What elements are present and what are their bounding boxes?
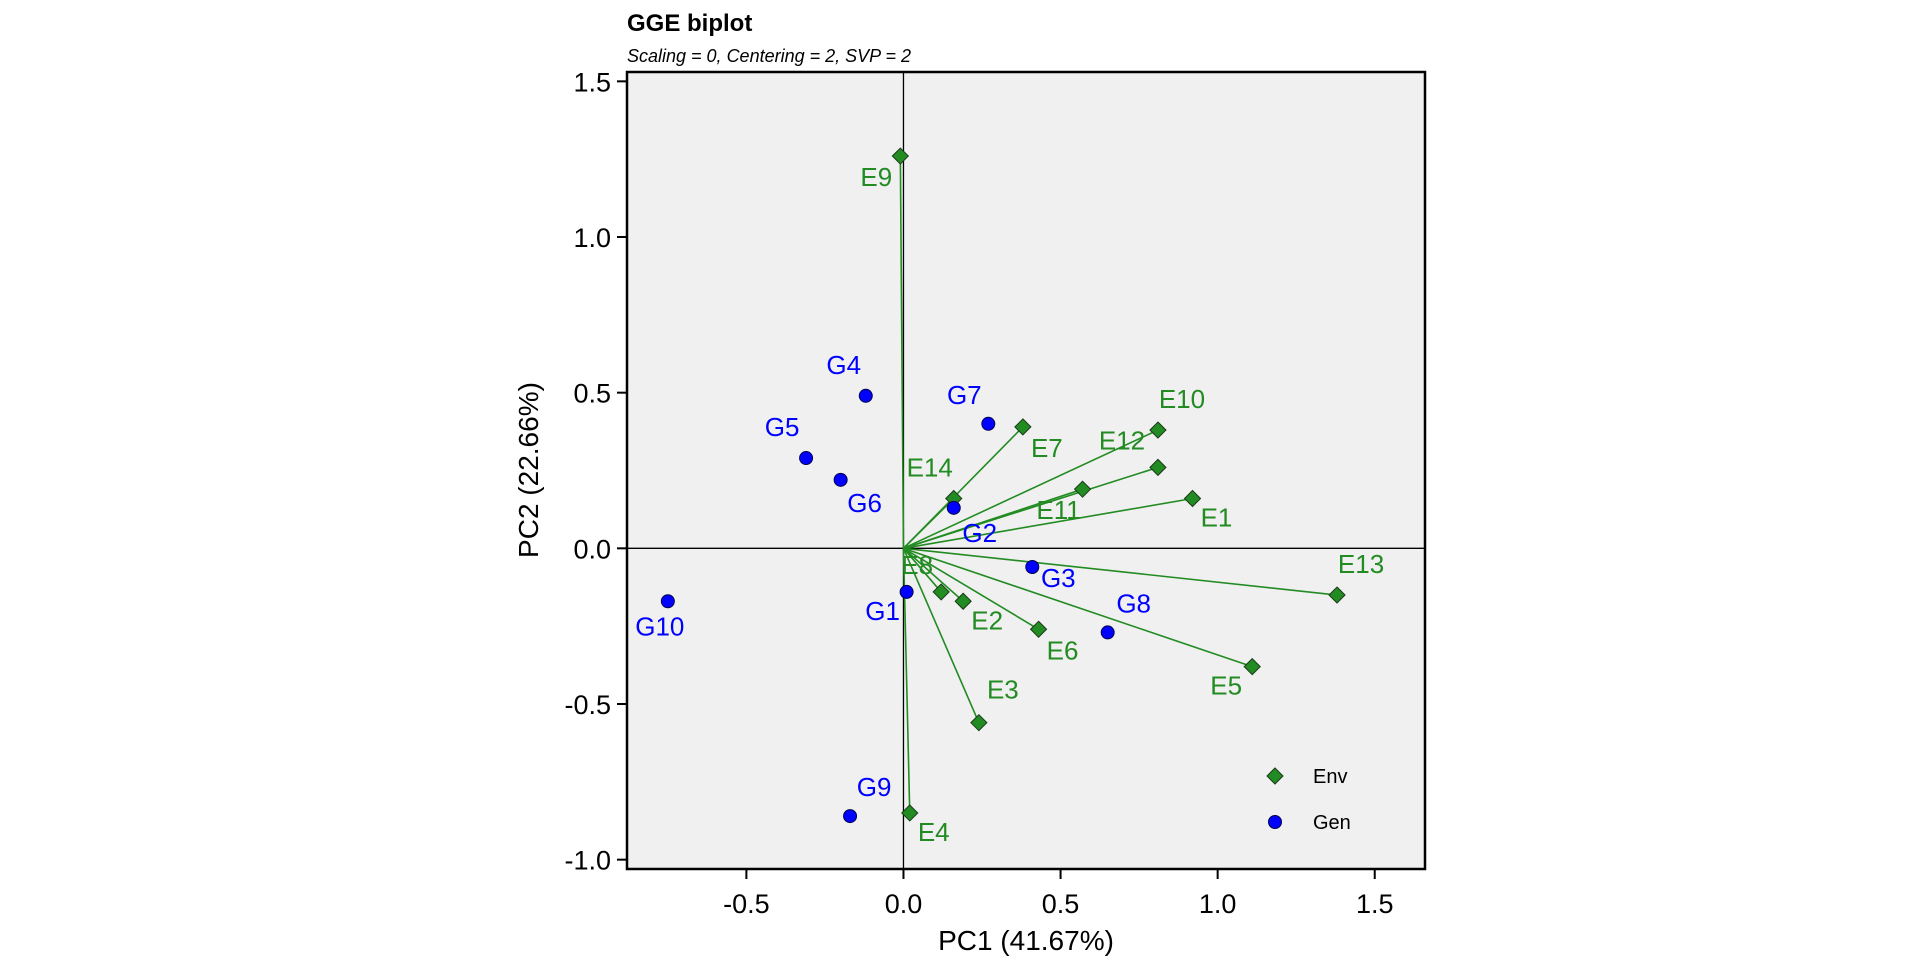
env-marker-e1 xyxy=(1183,489,1202,508)
gen-marker-g1 xyxy=(899,584,914,599)
x-tick-label: -0.5 xyxy=(723,889,770,919)
env-vector-e1 xyxy=(903,497,1193,550)
env-marker-e2 xyxy=(954,592,972,610)
env-label-e10: E10 xyxy=(1159,384,1205,414)
y-axis-label: PC2 (22.66%) xyxy=(513,382,544,558)
env-vector-e10 xyxy=(903,429,1159,550)
env-label-e3: E3 xyxy=(987,675,1019,705)
y-tick-label: 1.0 xyxy=(573,223,611,253)
y-tick-label: -0.5 xyxy=(564,690,611,720)
legend: Env Gen xyxy=(1266,766,1351,834)
env-marker-e8 xyxy=(932,583,950,601)
env-vector-e14 xyxy=(902,497,955,549)
gen-marker-g3 xyxy=(1025,560,1040,575)
env-vector-e3 xyxy=(902,548,980,723)
env-marker-e7 xyxy=(1014,418,1032,436)
env-marker-e5 xyxy=(1243,657,1261,676)
env-marker-e12 xyxy=(1149,458,1167,477)
gen-label-g6: G6 xyxy=(847,488,882,518)
env-label-e4: E4 xyxy=(918,817,950,847)
env-label-e7: E7 xyxy=(1031,433,1063,463)
env-label-e8: E8 xyxy=(901,550,933,580)
env-label-e5: E5 xyxy=(1210,671,1242,701)
gen-label-g7: G7 xyxy=(947,380,982,410)
env-vector-e6 xyxy=(903,547,1039,630)
plot-area xyxy=(627,72,1425,869)
gen-marker-g7 xyxy=(981,416,996,431)
gen-marker-g10 xyxy=(660,594,675,609)
env-marker-e4 xyxy=(901,804,919,822)
env-label-e9: E9 xyxy=(860,162,892,192)
env-label-e14: E14 xyxy=(907,453,953,483)
env-marker-e11 xyxy=(1073,480,1092,498)
env-marker-e9 xyxy=(891,147,910,165)
chart-subtitle: Scaling = 0, Centering = 2, SVP = 2 xyxy=(627,46,911,66)
gen-marker-g9 xyxy=(843,809,858,824)
env-marker-e13 xyxy=(1328,586,1346,604)
env-label-e6: E6 xyxy=(1047,635,1079,665)
plot-frame xyxy=(625,70,1427,871)
env-vector-e5 xyxy=(903,547,1253,668)
y-tick-label: 1.5 xyxy=(573,67,611,97)
gen-marker-g4 xyxy=(858,388,873,403)
env-label-e13: E13 xyxy=(1338,549,1384,579)
gen-label-g4: G4 xyxy=(826,350,861,380)
gen-label-g2: G2 xyxy=(962,518,997,548)
x-axis-ticks: -0.5 0.0 0.5 1.0 1.5 xyxy=(723,869,1394,919)
gen-label-g10: G10 xyxy=(635,611,684,641)
x-tick-label: 0.0 xyxy=(885,889,923,919)
y-axis-ticks: -1.0 -0.5 0.0 0.5 1.0 1.5 xyxy=(564,67,627,876)
gen-label-g5: G5 xyxy=(765,412,800,442)
gen-label-g9: G9 xyxy=(857,772,892,802)
env-label-e1: E1 xyxy=(1201,503,1233,533)
x-axis-label: PC1 (41.67%) xyxy=(938,925,1114,956)
x-tick-label: 1.5 xyxy=(1356,889,1394,919)
x-tick-label: 0.5 xyxy=(1042,889,1080,919)
legend-label-gen: Gen xyxy=(1313,812,1351,834)
env-vector-e12 xyxy=(903,466,1159,550)
env-label-e11: E11 xyxy=(1036,495,1080,525)
env-marker-e3 xyxy=(970,713,988,732)
y-tick-label: 0.5 xyxy=(573,379,611,409)
x-tick-label: 1.0 xyxy=(1199,889,1237,919)
y-tick-label: 0.0 xyxy=(573,534,611,564)
point-labels: E1 E2 E3 E4 E5 E6 E7 E8 E9 E10 E11 E12 E13 E14 G1 G2 G3 G… xyxy=(635,162,1384,847)
env-label-e2: E2 xyxy=(971,605,1003,635)
env-vector-e8 xyxy=(902,547,942,593)
chart-title: GGE biplot xyxy=(627,10,752,37)
env-vector-e2 xyxy=(902,547,964,602)
env-vector-e13 xyxy=(903,547,1338,596)
legend-marker-env xyxy=(1266,767,1284,785)
legend-label-env: Env xyxy=(1313,766,1347,788)
env-marker-e6 xyxy=(1029,620,1048,638)
env-label-e12: E12 xyxy=(1099,425,1145,455)
gen-marker-g8 xyxy=(1100,625,1115,640)
gen-marker-g2 xyxy=(946,500,961,515)
y-tick-label: -1.0 xyxy=(564,846,611,876)
env-vector-e9 xyxy=(899,156,905,549)
gen-marker-g6 xyxy=(833,472,848,487)
gen-marker-g5 xyxy=(799,451,814,466)
data-points xyxy=(660,147,1346,824)
legend-marker-gen xyxy=(1268,815,1282,829)
gen-label-g1: G1 xyxy=(865,596,900,626)
gen-label-g3: G3 xyxy=(1041,563,1076,593)
gen-label-g8: G8 xyxy=(1116,588,1151,618)
env-marker-e10 xyxy=(1149,421,1167,439)
